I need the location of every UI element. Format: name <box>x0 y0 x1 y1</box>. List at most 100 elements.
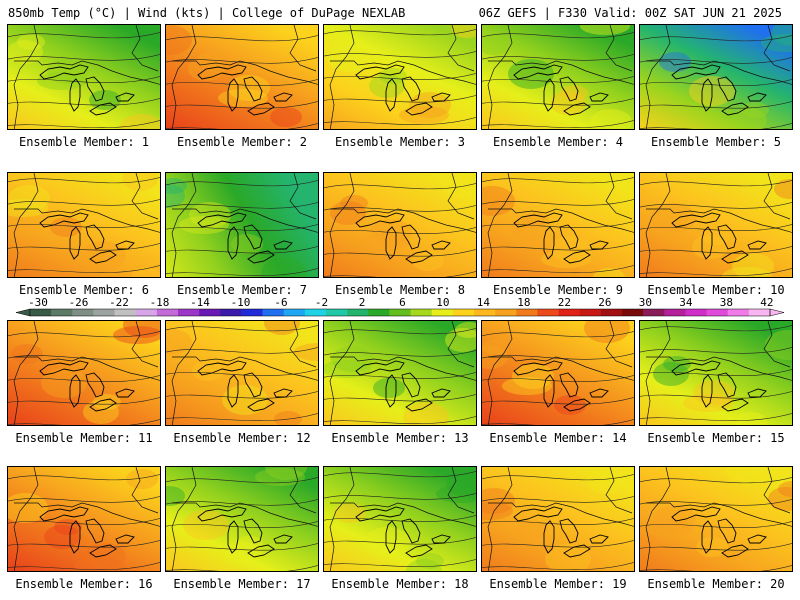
temperature-field <box>640 467 792 571</box>
colorbar-swatch <box>643 309 665 316</box>
lake-outline <box>543 78 555 112</box>
height-contour <box>166 34 318 42</box>
temperature-field <box>482 321 634 425</box>
colorbar-tick-label: -26 <box>69 296 89 309</box>
lake-outline <box>717 224 737 250</box>
lake-outline <box>701 520 713 554</box>
lake-outline <box>559 372 579 398</box>
lake-outline <box>89 250 117 264</box>
state-border <box>487 467 513 571</box>
state-border <box>447 25 475 72</box>
state-border <box>289 173 317 220</box>
map-header-run-info: 06Z GEFS | F330 Valid: 00Z SAT JUN 21 20… <box>478 6 782 20</box>
colorbar-swatch <box>452 309 475 316</box>
state-border <box>447 173 475 220</box>
colorbar-tick-label: 22 <box>558 296 571 309</box>
height-contour <box>324 492 476 500</box>
lake-outline <box>115 388 135 398</box>
colorbar-swatch <box>262 309 285 316</box>
lake-outline <box>197 212 247 228</box>
height-contour <box>324 117 476 126</box>
height-contour <box>324 327 476 335</box>
lake-outline <box>721 250 749 264</box>
colorbar-swatch <box>347 309 369 316</box>
colorbar-max-arrow <box>769 308 785 317</box>
state-border <box>330 60 476 85</box>
colorbar-tick-label: -6 <box>274 296 287 309</box>
state-border <box>330 356 476 381</box>
height-contour <box>324 50 476 58</box>
state-border <box>289 467 317 514</box>
colorbar-tick-label: -18 <box>150 296 170 309</box>
height-contour <box>8 517 160 526</box>
lake-outline <box>701 78 713 112</box>
temperature-field <box>324 321 476 425</box>
temperature-field <box>166 321 318 425</box>
state-border <box>447 321 475 368</box>
height-contour <box>640 413 792 422</box>
lake-outline <box>273 388 293 398</box>
lake-outline <box>405 544 433 558</box>
lake-outline <box>355 360 405 376</box>
ensemble-member-label: Ensemble Member: 16 <box>15 577 153 591</box>
temperature-field <box>166 25 318 129</box>
height-contour <box>482 562 634 571</box>
height-contour <box>324 94 476 103</box>
colorbar-tick-label: -10 <box>231 296 251 309</box>
state-border <box>172 60 318 85</box>
temperature-field <box>640 25 792 129</box>
lake-outline <box>589 388 609 398</box>
colorbar-tick-label: 34 <box>679 296 693 309</box>
lake-outline <box>747 388 767 398</box>
height-contour <box>8 539 160 548</box>
colorbar-swatch <box>283 309 306 316</box>
lake-outline <box>563 544 591 558</box>
colorbar-tick-label: -30 <box>28 296 48 309</box>
colorbar-swatch <box>748 309 771 316</box>
lake-outline <box>197 360 247 376</box>
height-contour <box>8 396 160 405</box>
height-contour <box>324 416 476 425</box>
ensemble-member-label: Ensemble Member: 5 <box>650 135 782 149</box>
state-border <box>645 467 671 571</box>
lake-outline <box>589 92 609 102</box>
state-border <box>172 502 318 527</box>
ensemble-member-map <box>323 24 477 130</box>
colorbar-swatch <box>727 309 750 316</box>
ensemble-member-map <box>639 24 793 130</box>
lake-outline <box>243 76 263 102</box>
ensemble-member-map <box>481 320 635 426</box>
lake-outline <box>701 226 713 260</box>
lake-outline <box>247 544 275 558</box>
colorbar-swatch <box>579 309 602 316</box>
state-border <box>131 467 159 514</box>
state-border <box>171 25 197 129</box>
lake-outline <box>85 76 105 102</box>
height-contour <box>640 268 792 277</box>
state-border <box>763 321 791 368</box>
ensemble-member-label: Ensemble Member: 4 <box>492 135 624 149</box>
colorbar-swatch <box>389 309 411 316</box>
lake-outline <box>747 534 767 544</box>
lake-outline <box>89 544 117 558</box>
height-contour <box>8 419 160 425</box>
lake-outline <box>559 518 579 544</box>
height-contour <box>482 473 634 481</box>
state-border <box>605 321 633 368</box>
ensemble-member-label: Ensemble Member: 12 <box>173 431 311 445</box>
state-border <box>488 60 634 85</box>
height-contour <box>166 201 318 209</box>
height-contour <box>8 31 160 39</box>
height-contour <box>482 220 634 229</box>
lake-outline <box>243 372 263 398</box>
temperature-field <box>166 467 318 571</box>
ensemble-member-map <box>323 466 477 572</box>
lake-outline <box>405 102 433 116</box>
lake-outline <box>227 520 239 554</box>
height-contour <box>166 476 318 484</box>
height-contour <box>640 542 792 551</box>
ensemble-member-map <box>639 320 793 426</box>
ensemble-member-label: Ensemble Member: 9 <box>492 283 624 297</box>
state-border <box>289 321 317 368</box>
lake-outline <box>431 388 451 398</box>
